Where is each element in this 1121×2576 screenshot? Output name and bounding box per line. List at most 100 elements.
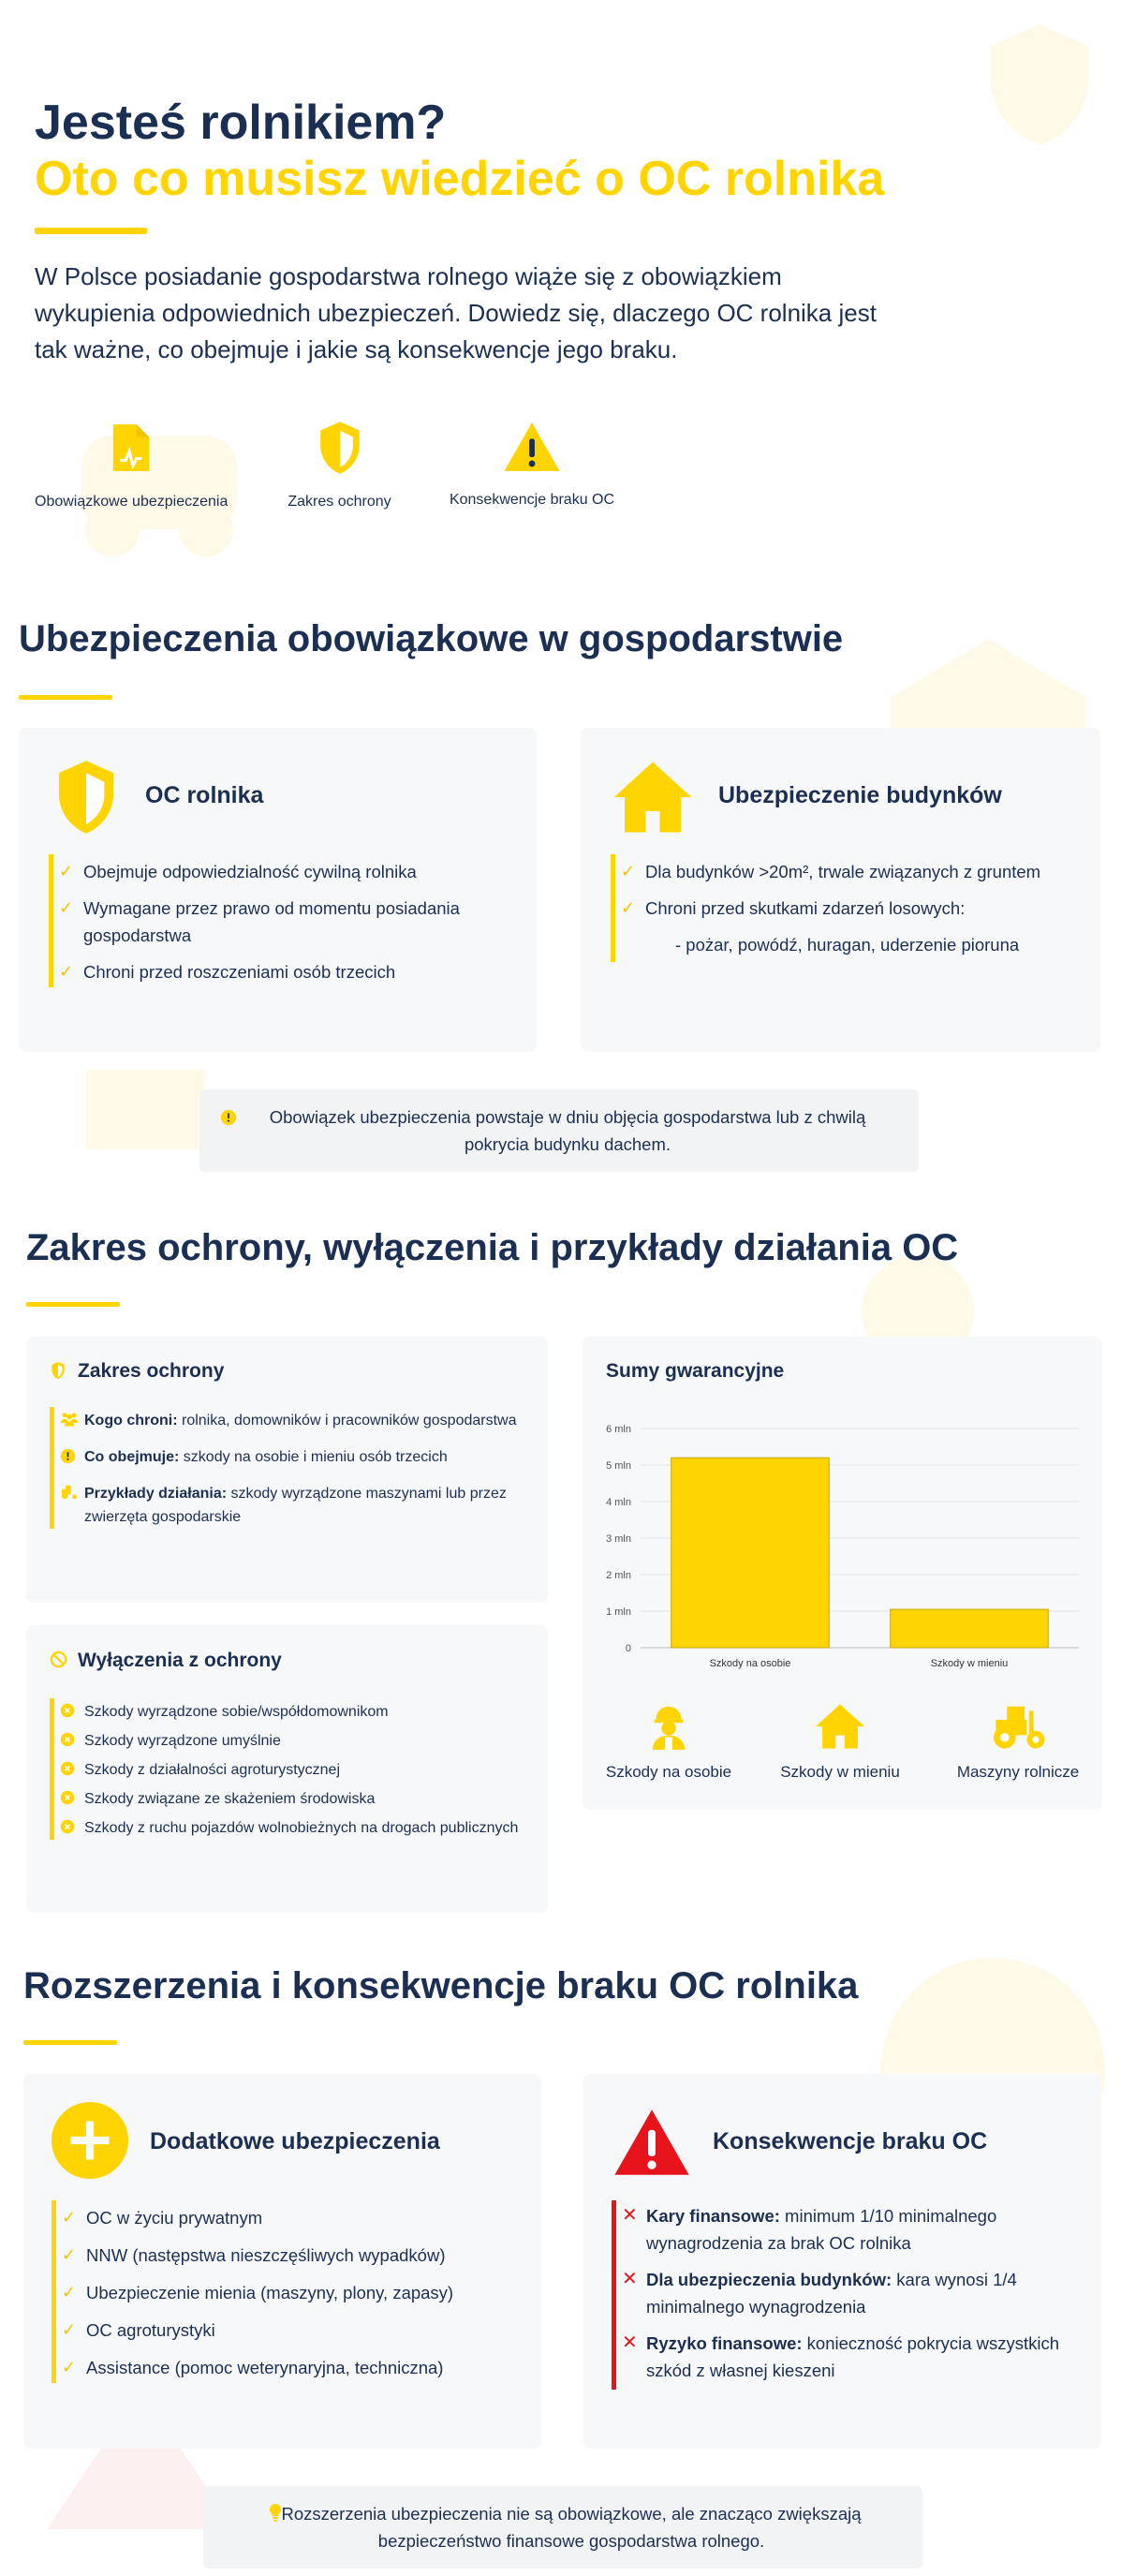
card-exclusions: Wyłączenia z ochrony Szkody wyrządzone s… xyxy=(26,1625,548,1913)
section-title-scope: Zakres ochrony, wyłączenia i przykłady d… xyxy=(26,1227,959,1268)
x-icon: ✕ xyxy=(622,2332,638,2353)
stat-label: Szkody na osobie xyxy=(605,1763,732,1781)
card-extras: Dodatkowe ubezpieczenia ✓ OC w życiu pryw… xyxy=(23,2074,541,2449)
card-list: ✓ Obejmuje odpowiedzialność cywilną rolni… xyxy=(49,854,517,987)
check-icon: ✓ xyxy=(62,2358,77,2376)
x-icon: ✕ xyxy=(622,2269,638,2289)
list-item: ✓ OC w życiu prywatnym xyxy=(56,2204,524,2231)
list-item: ✕ Ryzyko finansowe: konieczność pokrycia … xyxy=(616,2330,1084,2384)
card-oc-rolnika: OC rolnika ✓ Obejmuje odpowiedzialność cy… xyxy=(19,728,537,1052)
section-underline xyxy=(26,1302,120,1307)
info-icon xyxy=(60,1448,76,1464)
card-list: Kogo chroni: rolnika, domowników i praco… xyxy=(50,1407,523,1529)
list-subitem: - pożar, powódź, huragan, uderzenie pior… xyxy=(675,935,1020,955)
list-item: ✓ Wymagane przez prawo od momentu posiada… xyxy=(53,895,517,949)
check-icon: ✓ xyxy=(59,862,74,881)
y-tick-label: 2 mln xyxy=(606,1570,631,1581)
tip-note-text: Rozszerzenia ubezpieczenia nie są obowią… xyxy=(281,2504,862,2551)
bg-house-icon-2 xyxy=(85,1069,205,1149)
info-icon xyxy=(220,1109,237,1126)
section-underline xyxy=(23,2040,117,2045)
check-icon: ✓ xyxy=(62,2208,77,2227)
list-item: ✕ Kary finansowe: minimum 1/10 minimalneg… xyxy=(616,2202,1084,2257)
card-title: Zakres ochrony xyxy=(78,1360,225,1382)
info-note-text: Obowiązek ubezpieczenia powstaje w dniu … xyxy=(269,1107,866,1154)
info-note: Obowiązek ubezpieczenia powstaje w dniu … xyxy=(199,1089,919,1172)
bar xyxy=(890,1608,1049,1649)
stat-label: Szkody w mieniu xyxy=(780,1763,900,1781)
shield-icon xyxy=(58,761,114,834)
card-title: Wyłączenia z ochrony xyxy=(78,1650,282,1671)
check-icon: ✓ xyxy=(59,898,74,917)
ban-icon xyxy=(50,1651,67,1668)
bar-chart: 0 1 mln 2 mln 3 mln 4 mln 5 mln 6 mln Szkody na… xyxy=(606,1424,1079,1669)
chart-title: Sumy gwarancyjne xyxy=(606,1360,785,1382)
hero-link-obligatory[interactable]: Obowiązkowe ubezpieczenia xyxy=(35,420,229,511)
times-circle-icon xyxy=(60,1732,75,1747)
list-item: ✓ Chroni przed skutkami zdarzeń losowych: xyxy=(615,895,1084,922)
card-title: OC rolnika xyxy=(145,782,264,808)
section-title-obligatory: Ubezpieczenia obowiązkowe w gospodarstwi… xyxy=(19,618,844,659)
plus-circle-icon xyxy=(52,2102,128,2179)
hero-intro: W Polsce posiadanie gospodarstwa rolnego… xyxy=(35,262,877,363)
list-item: Co obejmuje: szkody na osobie i mieniu o… xyxy=(54,1445,523,1469)
list-item: ✓ OC agroturystyki xyxy=(56,2317,524,2344)
stat-persons: Szkody na osobie xyxy=(603,1702,734,1782)
x-icon: ✕ xyxy=(622,2205,638,2226)
card-buildings: Ubezpieczenie budynków ✓ Dla budynków >20… xyxy=(581,728,1100,1052)
bg-shield-icon xyxy=(990,23,1089,145)
times-circle-icon xyxy=(60,1761,75,1776)
bg-warning-icon xyxy=(47,2389,234,2529)
bar xyxy=(671,1457,830,1649)
list-item: Szkody z działalności agroturystycznej xyxy=(54,1758,523,1782)
hero-icon-label: Zakres ochrony xyxy=(288,494,391,510)
list-item: Szkody wyrządzone sobie/współdomownikom xyxy=(54,1700,523,1724)
worker-icon xyxy=(652,1706,686,1750)
check-icon: ✓ xyxy=(621,862,636,881)
card-list: Szkody wyrządzone sobie/współdomownikom … xyxy=(50,1698,523,1840)
y-tick-label: 0 xyxy=(626,1643,631,1654)
list-item: ✓ Obejmuje odpowiedzialność cywilną rolni… xyxy=(53,858,517,885)
section-underline xyxy=(19,695,112,700)
card-title: Dodatkowe ubezpieczenia xyxy=(150,2128,440,2154)
y-tick-label: 6 mln xyxy=(606,1424,631,1435)
list-item: ✕ Dla ubezpieczenia budynków: kara wynosi… xyxy=(616,2266,1084,2320)
list-item: ✓ NNW (następstwa nieszczęśliwych wypadkó… xyxy=(56,2242,524,2269)
y-tick-label: 1 mln xyxy=(606,1606,631,1618)
shield-icon xyxy=(319,422,360,474)
check-icon: ✓ xyxy=(621,898,636,917)
hero-subtitle: Oto co musisz wiedzieć o OC rolnika xyxy=(35,152,885,206)
times-circle-icon xyxy=(60,1819,75,1834)
document-icon xyxy=(112,424,149,471)
list-item: Szkody z ruchu pojazdów wolnobieżnych na… xyxy=(54,1816,523,1840)
card-list: ✕ Kary finansowe: minimum 1/10 minimalneg… xyxy=(612,2200,1084,2390)
card-list: ✓ Dla budynków >20m², trwale związanych z… xyxy=(611,854,1084,962)
x-tick-label: Szkody na osobie xyxy=(710,1658,791,1669)
y-tick-label: 4 mln xyxy=(606,1497,631,1508)
house-icon xyxy=(816,1704,864,1749)
hero-icon-label: Konsekwencje braku OC xyxy=(449,492,615,508)
shield-icon xyxy=(52,1362,65,1379)
users-icon xyxy=(60,1413,79,1427)
card-chart: Sumy gwarancyjne 0 1 mln 2 mln 3 mln 4 mln 5 … xyxy=(583,1337,1102,1810)
stat-label: Maszyny rolnicze xyxy=(956,1763,1080,1781)
hero-link-consequences[interactable]: Konsekwencje braku OC xyxy=(448,420,616,509)
y-tick-label: 5 mln xyxy=(606,1460,631,1472)
list-item: ✓ Dla budynków >20m², trwale związanych z… xyxy=(615,858,1084,885)
lightbulb-icon xyxy=(269,2504,282,2522)
warning-icon xyxy=(614,2110,689,2175)
check-icon: ✓ xyxy=(59,962,74,981)
hero-icon-label: Obowiązkowe ubezpieczenia xyxy=(35,494,229,510)
house-icon xyxy=(613,762,692,833)
stat-property: Szkody w mieniu xyxy=(774,1702,906,1782)
check-icon: ✓ xyxy=(62,2283,77,2302)
card-list: ✓ OC w życiu prywatnym ✓ NNW (następstwa n… xyxy=(52,2200,524,2383)
list-item: Szkody związane ze skażeniem środowiska xyxy=(54,1787,523,1811)
list-item: ✓ Chroni przed roszczeniami osób trzecich xyxy=(53,958,517,985)
y-tick-label: 3 mln xyxy=(606,1533,631,1545)
check-icon: ✓ xyxy=(62,2320,77,2339)
hero-link-scope[interactable]: Zakres ochrony xyxy=(281,420,398,511)
check-icon: ✓ xyxy=(62,2245,77,2264)
hero-title: Jesteś rolnikiem? xyxy=(35,96,447,150)
list-item: Kogo chroni: rolnika, domowników i praco… xyxy=(54,1409,523,1432)
